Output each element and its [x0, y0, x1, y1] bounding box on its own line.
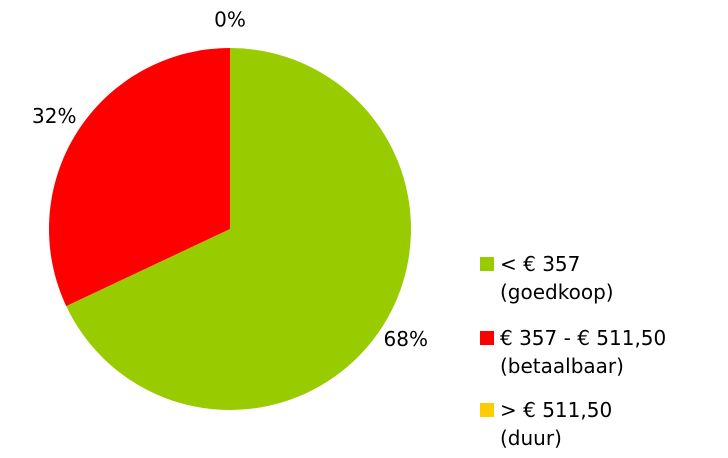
legend-label: > € 511,50 (duur)	[500, 398, 613, 450]
data-label: 68%	[384, 327, 428, 351]
legend-item: € 357 - € 511,50 (betaalbaar)	[480, 324, 666, 380]
pie-slice	[66, 48, 412, 410]
legend-swatch	[480, 403, 494, 417]
data-label: 0%	[214, 7, 246, 31]
data-label: 32%	[32, 104, 76, 128]
legend-item: > € 511,50 (duur)	[480, 396, 612, 452]
legend-item: < € 357 (goedkoop)	[480, 250, 614, 306]
legend-label: < € 357 (goedkoop)	[500, 252, 614, 304]
pie-slice	[48, 48, 230, 307]
legend-swatch	[480, 331, 494, 345]
legend-label: € 357 - € 511,50 (betaalbaar)	[500, 326, 667, 378]
legend-swatch	[480, 257, 494, 271]
